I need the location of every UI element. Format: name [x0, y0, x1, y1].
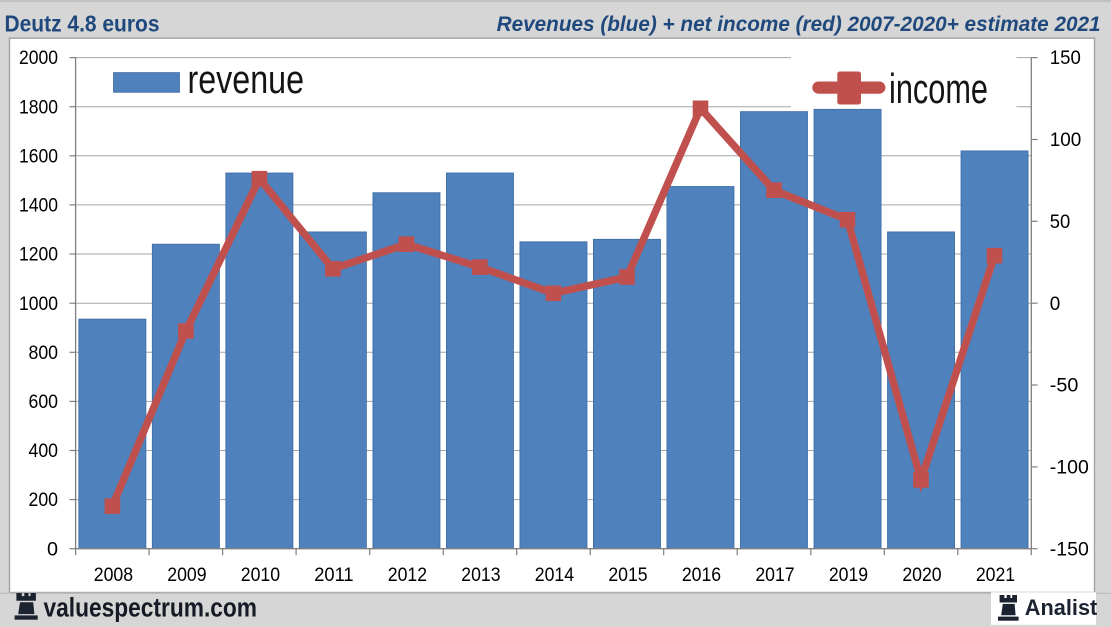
- svg-text:0: 0: [1050, 294, 1061, 315]
- svg-text:-50: -50: [1050, 376, 1079, 397]
- svg-text:2011: 2011: [314, 565, 353, 586]
- svg-text:1800: 1800: [19, 97, 58, 118]
- svg-text:2020: 2020: [902, 565, 941, 586]
- svg-text:1400: 1400: [19, 196, 58, 217]
- svg-text:200: 200: [29, 490, 59, 511]
- svg-text:-150: -150: [1050, 539, 1089, 560]
- svg-text:Deutz 4.8 euros: Deutz 4.8 euros: [5, 11, 160, 37]
- svg-text:2019: 2019: [829, 565, 868, 586]
- svg-text:600: 600: [29, 392, 59, 413]
- svg-text:1200: 1200: [19, 245, 58, 266]
- svg-text:2016: 2016: [682, 565, 721, 586]
- svg-text:2008: 2008: [94, 565, 133, 586]
- svg-text:50: 50: [1050, 212, 1071, 233]
- svg-text:income: income: [889, 65, 988, 112]
- svg-text:100: 100: [1050, 130, 1082, 151]
- svg-text:valuespectrum.com: valuespectrum.com: [44, 593, 258, 623]
- svg-text:2014: 2014: [535, 565, 575, 586]
- svg-text:Analist: Analist: [1025, 595, 1098, 620]
- svg-text:2017: 2017: [755, 565, 794, 586]
- svg-text:-100: -100: [1050, 458, 1089, 479]
- svg-text:1600: 1600: [19, 146, 58, 167]
- svg-text:1000: 1000: [19, 294, 58, 315]
- svg-text:2015: 2015: [608, 565, 647, 586]
- svg-text:revenue: revenue: [188, 58, 305, 102]
- svg-text:2009: 2009: [167, 565, 206, 586]
- svg-text:400: 400: [29, 441, 59, 462]
- svg-text:Revenues (blue) + net income (: Revenues (blue) + net income (red) 2007-…: [497, 12, 1101, 36]
- svg-text:150: 150: [1050, 48, 1081, 69]
- svg-text:800: 800: [29, 343, 59, 364]
- svg-text:0: 0: [47, 539, 58, 560]
- svg-text:2000: 2000: [19, 48, 58, 69]
- svg-text:2010: 2010: [241, 565, 280, 586]
- svg-text:2012: 2012: [388, 565, 427, 586]
- svg-text:2021: 2021: [976, 565, 1015, 586]
- svg-text:2013: 2013: [461, 565, 500, 586]
